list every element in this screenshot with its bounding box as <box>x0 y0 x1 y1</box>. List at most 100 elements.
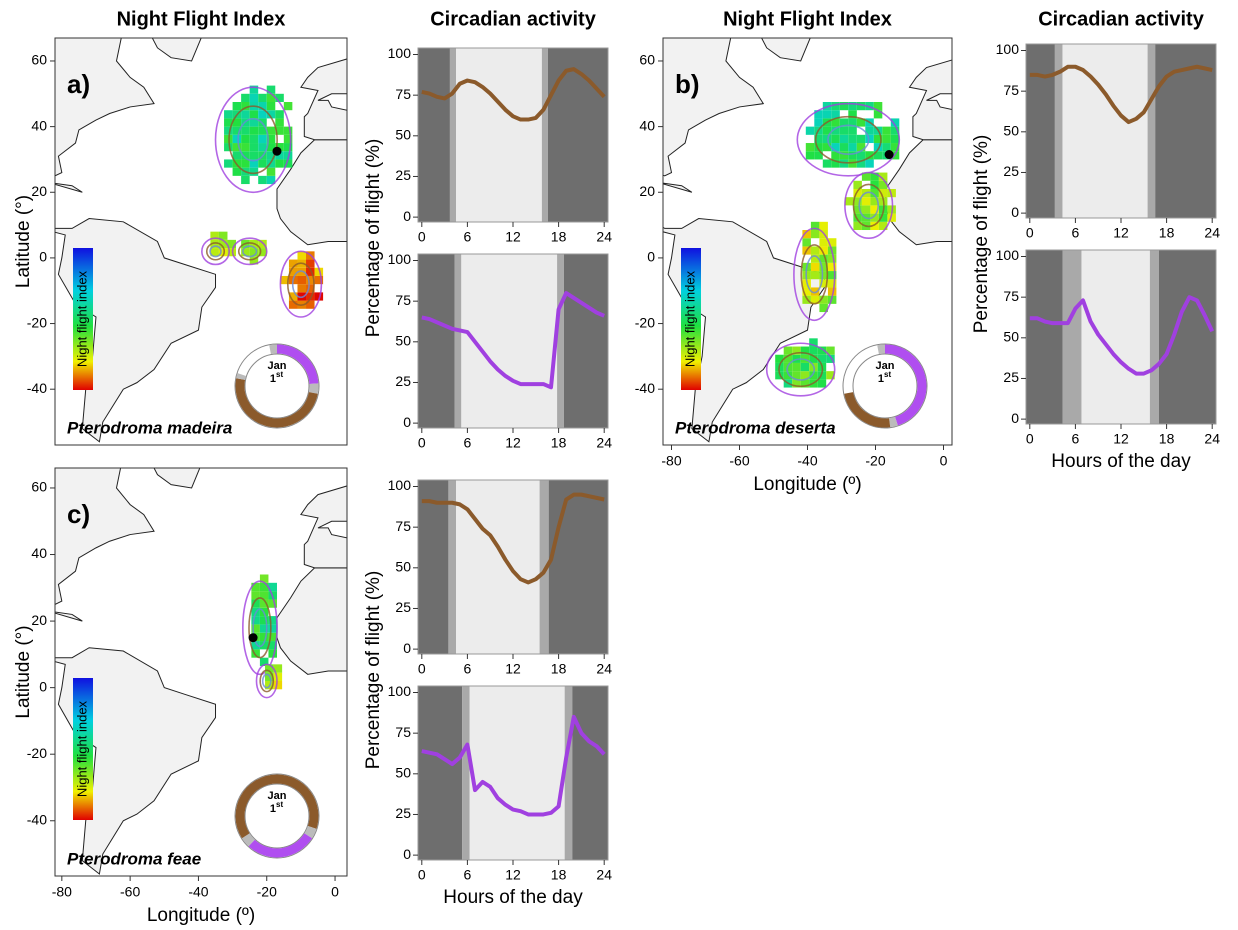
heat-cell <box>873 102 883 111</box>
heat-cell <box>283 134 293 144</box>
heat-cell <box>802 287 811 296</box>
heat-cell <box>827 262 837 272</box>
x-tick-label: 12 <box>505 229 521 245</box>
land <box>276 567 347 675</box>
contour <box>765 342 836 397</box>
heat-cell <box>227 239 237 249</box>
land <box>663 38 765 177</box>
heat-cell <box>218 248 228 257</box>
heat-cell <box>839 102 849 111</box>
heat-cell <box>275 151 284 160</box>
contour <box>793 227 836 322</box>
heat-cell <box>800 371 810 380</box>
heat-cell <box>266 126 276 135</box>
colony <box>884 150 894 160</box>
heat-cell <box>817 354 827 363</box>
heat-cell <box>273 672 283 681</box>
heat-cell <box>210 248 219 257</box>
x-tick-label: 18 <box>551 661 567 677</box>
heat-cell <box>792 371 801 380</box>
species-name: Pterodroma deserta <box>675 418 836 437</box>
heat-cell <box>819 279 828 288</box>
heat-cell <box>306 292 315 301</box>
contour <box>252 608 268 648</box>
y-tick-label: 25 <box>395 373 411 389</box>
heat-cell <box>306 259 315 268</box>
heat-cell <box>827 279 837 288</box>
species-name: Pterodroma feae <box>67 849 201 868</box>
light-band <box>539 480 549 654</box>
y-tick-label: -20 <box>27 314 47 330</box>
y-tick-label: 0 <box>403 208 411 224</box>
heat-cell <box>280 275 289 285</box>
heat-cell <box>810 230 820 239</box>
heat-cell <box>241 175 250 185</box>
x-tick-label: 18 <box>551 229 567 245</box>
map-frame <box>54 467 348 877</box>
heat-cell <box>819 221 828 231</box>
heat-cell <box>241 248 250 257</box>
light-band <box>418 48 450 222</box>
heat-cell <box>275 110 284 119</box>
heat-cell <box>856 151 866 160</box>
heat-cell <box>227 248 237 257</box>
heat-cell <box>775 354 784 363</box>
light-band <box>1026 250 1063 424</box>
panel-title: Night Flight Index <box>117 8 286 30</box>
heat-cell <box>839 118 849 127</box>
y-tick-label: -40 <box>27 811 47 827</box>
panel-label: c) <box>67 499 90 529</box>
y-axis-label: Latitude (°) <box>13 195 34 288</box>
x-tick-label: 6 <box>1072 431 1080 447</box>
heat-cell <box>266 175 276 185</box>
heat-cell <box>810 271 820 280</box>
heat-cell <box>844 197 854 206</box>
y-tick-label: 100 <box>388 251 412 267</box>
y-tick-label: -20 <box>27 745 47 761</box>
heat-cell <box>853 213 862 222</box>
heat-cell <box>831 159 840 168</box>
heat-cell <box>259 624 269 633</box>
x-tick-label: 18 <box>551 867 567 883</box>
heat-cell <box>249 167 259 176</box>
heat-cell <box>873 110 883 119</box>
y-tick-label: 75 <box>395 86 411 102</box>
heat-cell <box>283 102 293 111</box>
heat-cell <box>268 624 277 633</box>
activity-line <box>421 714 606 817</box>
y-tick-label: 0 <box>403 846 411 862</box>
contour <box>205 242 226 261</box>
heat-cell <box>259 591 269 600</box>
heat-cell <box>249 143 259 152</box>
land <box>55 38 155 177</box>
x-tick-label: 0 <box>418 867 426 883</box>
y-tick-label: 0 <box>647 249 655 265</box>
heat-cell <box>224 143 233 152</box>
x-tick-label: -60 <box>120 884 140 900</box>
heat-cell <box>283 159 293 168</box>
x-tick-label: 0 <box>940 453 948 469</box>
heat-cell <box>865 134 874 144</box>
heat-cell <box>890 143 900 152</box>
heat-cell <box>831 143 840 152</box>
heat-cell <box>826 371 835 380</box>
heat-cell <box>283 126 293 135</box>
contour <box>261 673 272 689</box>
heat-cell <box>232 143 242 152</box>
x-tick-label: 12 <box>505 661 521 677</box>
y-tick-label: -40 <box>635 380 655 396</box>
heat-cell <box>878 172 888 181</box>
heat-cell <box>848 159 857 168</box>
heat-cell <box>306 267 315 276</box>
heat-cell <box>802 230 811 239</box>
x-tick-label: 12 <box>505 867 521 883</box>
heat-cell <box>848 102 857 111</box>
heat-cell <box>224 126 233 135</box>
y-tick-label: 25 <box>395 599 411 615</box>
heat-cell <box>819 246 828 255</box>
heat-cell <box>241 110 250 119</box>
colorbar-label: Night flight index <box>74 700 89 797</box>
ring-label: Jan <box>268 360 287 372</box>
heat-cell <box>232 118 242 127</box>
